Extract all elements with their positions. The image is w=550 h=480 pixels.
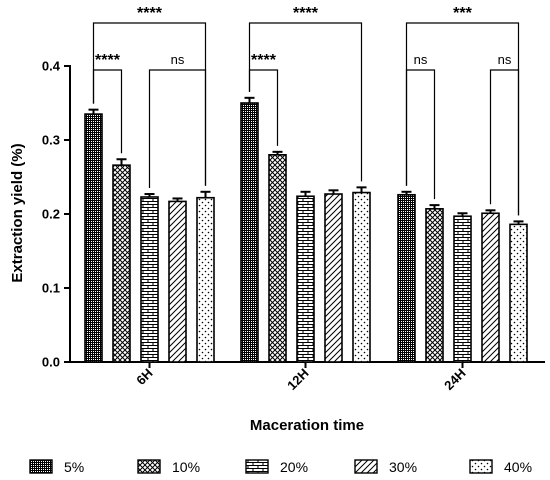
significance-label: ns: [414, 52, 428, 67]
x-tick-label: 6H: [133, 366, 155, 388]
bar: [509, 223, 528, 363]
significance-bracket: [405, 69, 436, 200]
significance-label: ****: [137, 5, 163, 22]
legend-swatch: [245, 459, 269, 474]
legend-label: 20%: [280, 459, 308, 475]
y-tick-label: 0.4: [42, 59, 61, 74]
significance-brackets: ******** ns***********ns ns: [92, 5, 520, 216]
bar: [397, 193, 416, 363]
legend-label: 10%: [172, 459, 200, 475]
y-tick-label: 0.2: [42, 207, 60, 222]
bar: [168, 200, 187, 363]
bar: [196, 196, 215, 363]
significance-label: ****: [293, 5, 319, 22]
y-axis-title: Extraction yield (%): [9, 143, 26, 282]
significance-label: ***: [453, 5, 472, 22]
x-tick-label: 12H: [284, 366, 311, 393]
bar: [296, 195, 315, 363]
legend-label: 5%: [64, 459, 84, 475]
significance-label: ****: [251, 52, 277, 69]
bar: [425, 208, 444, 363]
significance-bracket: [489, 69, 520, 216]
bar: [352, 191, 371, 363]
bar: [140, 196, 159, 363]
legend-swatch: [137, 459, 161, 474]
legend-label: 40%: [504, 459, 532, 475]
legend: 5% 10% 20% 30% 40%: [29, 459, 532, 475]
legend-label: 30%: [389, 459, 417, 475]
bar: [112, 164, 131, 363]
legend-swatch: [354, 459, 378, 474]
bar: [324, 193, 343, 363]
bar: [453, 215, 472, 363]
y-tick-label: 0.3: [42, 133, 60, 148]
bar: [240, 102, 259, 363]
y-tick-label: 0.0: [42, 355, 60, 370]
legend-swatch: [29, 459, 53, 474]
significance-label: ns: [498, 52, 512, 67]
significance-bracket: [248, 69, 279, 146]
bar: [481, 212, 500, 363]
y-tick-label: 0.1: [42, 281, 60, 296]
significance-label: ns: [171, 52, 185, 67]
significance-bracket: [92, 69, 123, 154]
bar: [84, 113, 103, 363]
significance-bracket: [148, 69, 207, 189]
legend-swatch: [469, 459, 493, 474]
bars: [84, 96, 528, 363]
significance-label: ****: [95, 52, 121, 69]
x-axis-title: Maceration time: [250, 417, 364, 434]
bar: [268, 154, 287, 363]
significance-bracket: [248, 22, 363, 182]
x-tick-label: 24H: [441, 366, 468, 393]
